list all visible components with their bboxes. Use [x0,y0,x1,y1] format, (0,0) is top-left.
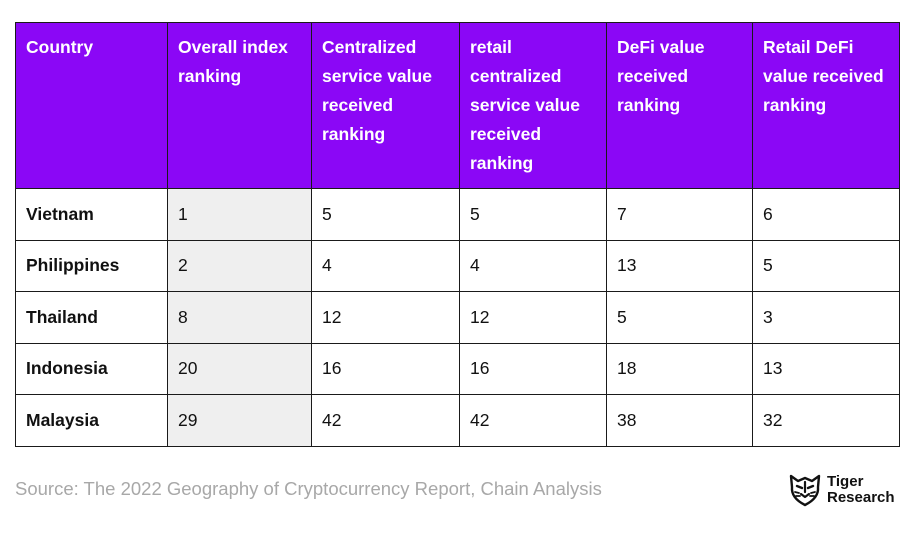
overall-index-cell: 20 [167,342,312,395]
defi-value-cell: 13 [606,239,753,292]
table-row: Thailand 8 12 12 5 3 [15,291,900,344]
defi-value-cell: 38 [606,394,753,447]
country-cell: Vietnam [15,188,168,241]
retail-defi-value-cell: 32 [752,394,900,447]
retail-defi-value-cell: 6 [752,188,900,241]
tiger-research-logo: Tiger Research [787,470,902,510]
centralized-service-cell: 16 [311,342,460,395]
retail-defi-value-cell: 13 [752,342,900,395]
retail-centralized-service-cell: 12 [459,291,607,344]
defi-value-cell: 18 [606,342,753,395]
header-retail-defi-value-ranking: Retail DeFi value received ranking [752,22,900,189]
header-overall-index-ranking: Overall index ranking [167,22,312,189]
tiger-icon [789,474,821,507]
table-row: Philippines 2 4 4 13 5 [15,239,900,292]
country-cell: Indonesia [15,342,168,395]
country-cell: Malaysia [15,394,168,447]
country-cell: Thailand [15,291,168,344]
table-header-row: Country Overall index ranking Centralize… [15,22,900,189]
retail-centralized-service-cell: 16 [459,342,607,395]
header-centralized-service-ranking: Centralized service value received ranki… [311,22,460,189]
table-row: Indonesia 20 16 16 18 13 [15,342,900,395]
overall-index-cell: 2 [167,239,312,292]
overall-index-cell: 1 [167,188,312,241]
country-cell: Philippines [15,239,168,292]
retail-centralized-service-cell: 4 [459,239,607,292]
ranking-table: Country Overall index ranking Centralize… [15,22,900,447]
logo-text-line1: Tiger [827,473,864,490]
header-defi-value-ranking: DeFi value received ranking [606,22,753,189]
retail-defi-value-cell: 5 [752,239,900,292]
logo-text-line2: Research [827,489,895,506]
defi-value-cell: 7 [606,188,753,241]
centralized-service-cell: 42 [311,394,460,447]
retail-centralized-service-cell: 42 [459,394,607,447]
centralized-service-cell: 5 [311,188,460,241]
header-country: Country [15,22,168,189]
overall-index-cell: 8 [167,291,312,344]
centralized-service-cell: 12 [311,291,460,344]
source-note: Source: The 2022 Geography of Cryptocurr… [15,478,602,499]
table-row: Vietnam 1 5 5 7 6 [15,188,900,241]
table-row: Malaysia 29 42 42 38 32 [15,394,900,447]
defi-value-cell: 5 [606,291,753,344]
overall-index-cell: 29 [167,394,312,447]
centralized-service-cell: 4 [311,239,460,292]
retail-defi-value-cell: 3 [752,291,900,344]
retail-centralized-service-cell: 5 [459,188,607,241]
header-retail-centralized-service-ranking: retail centralized service value receive… [459,22,607,189]
